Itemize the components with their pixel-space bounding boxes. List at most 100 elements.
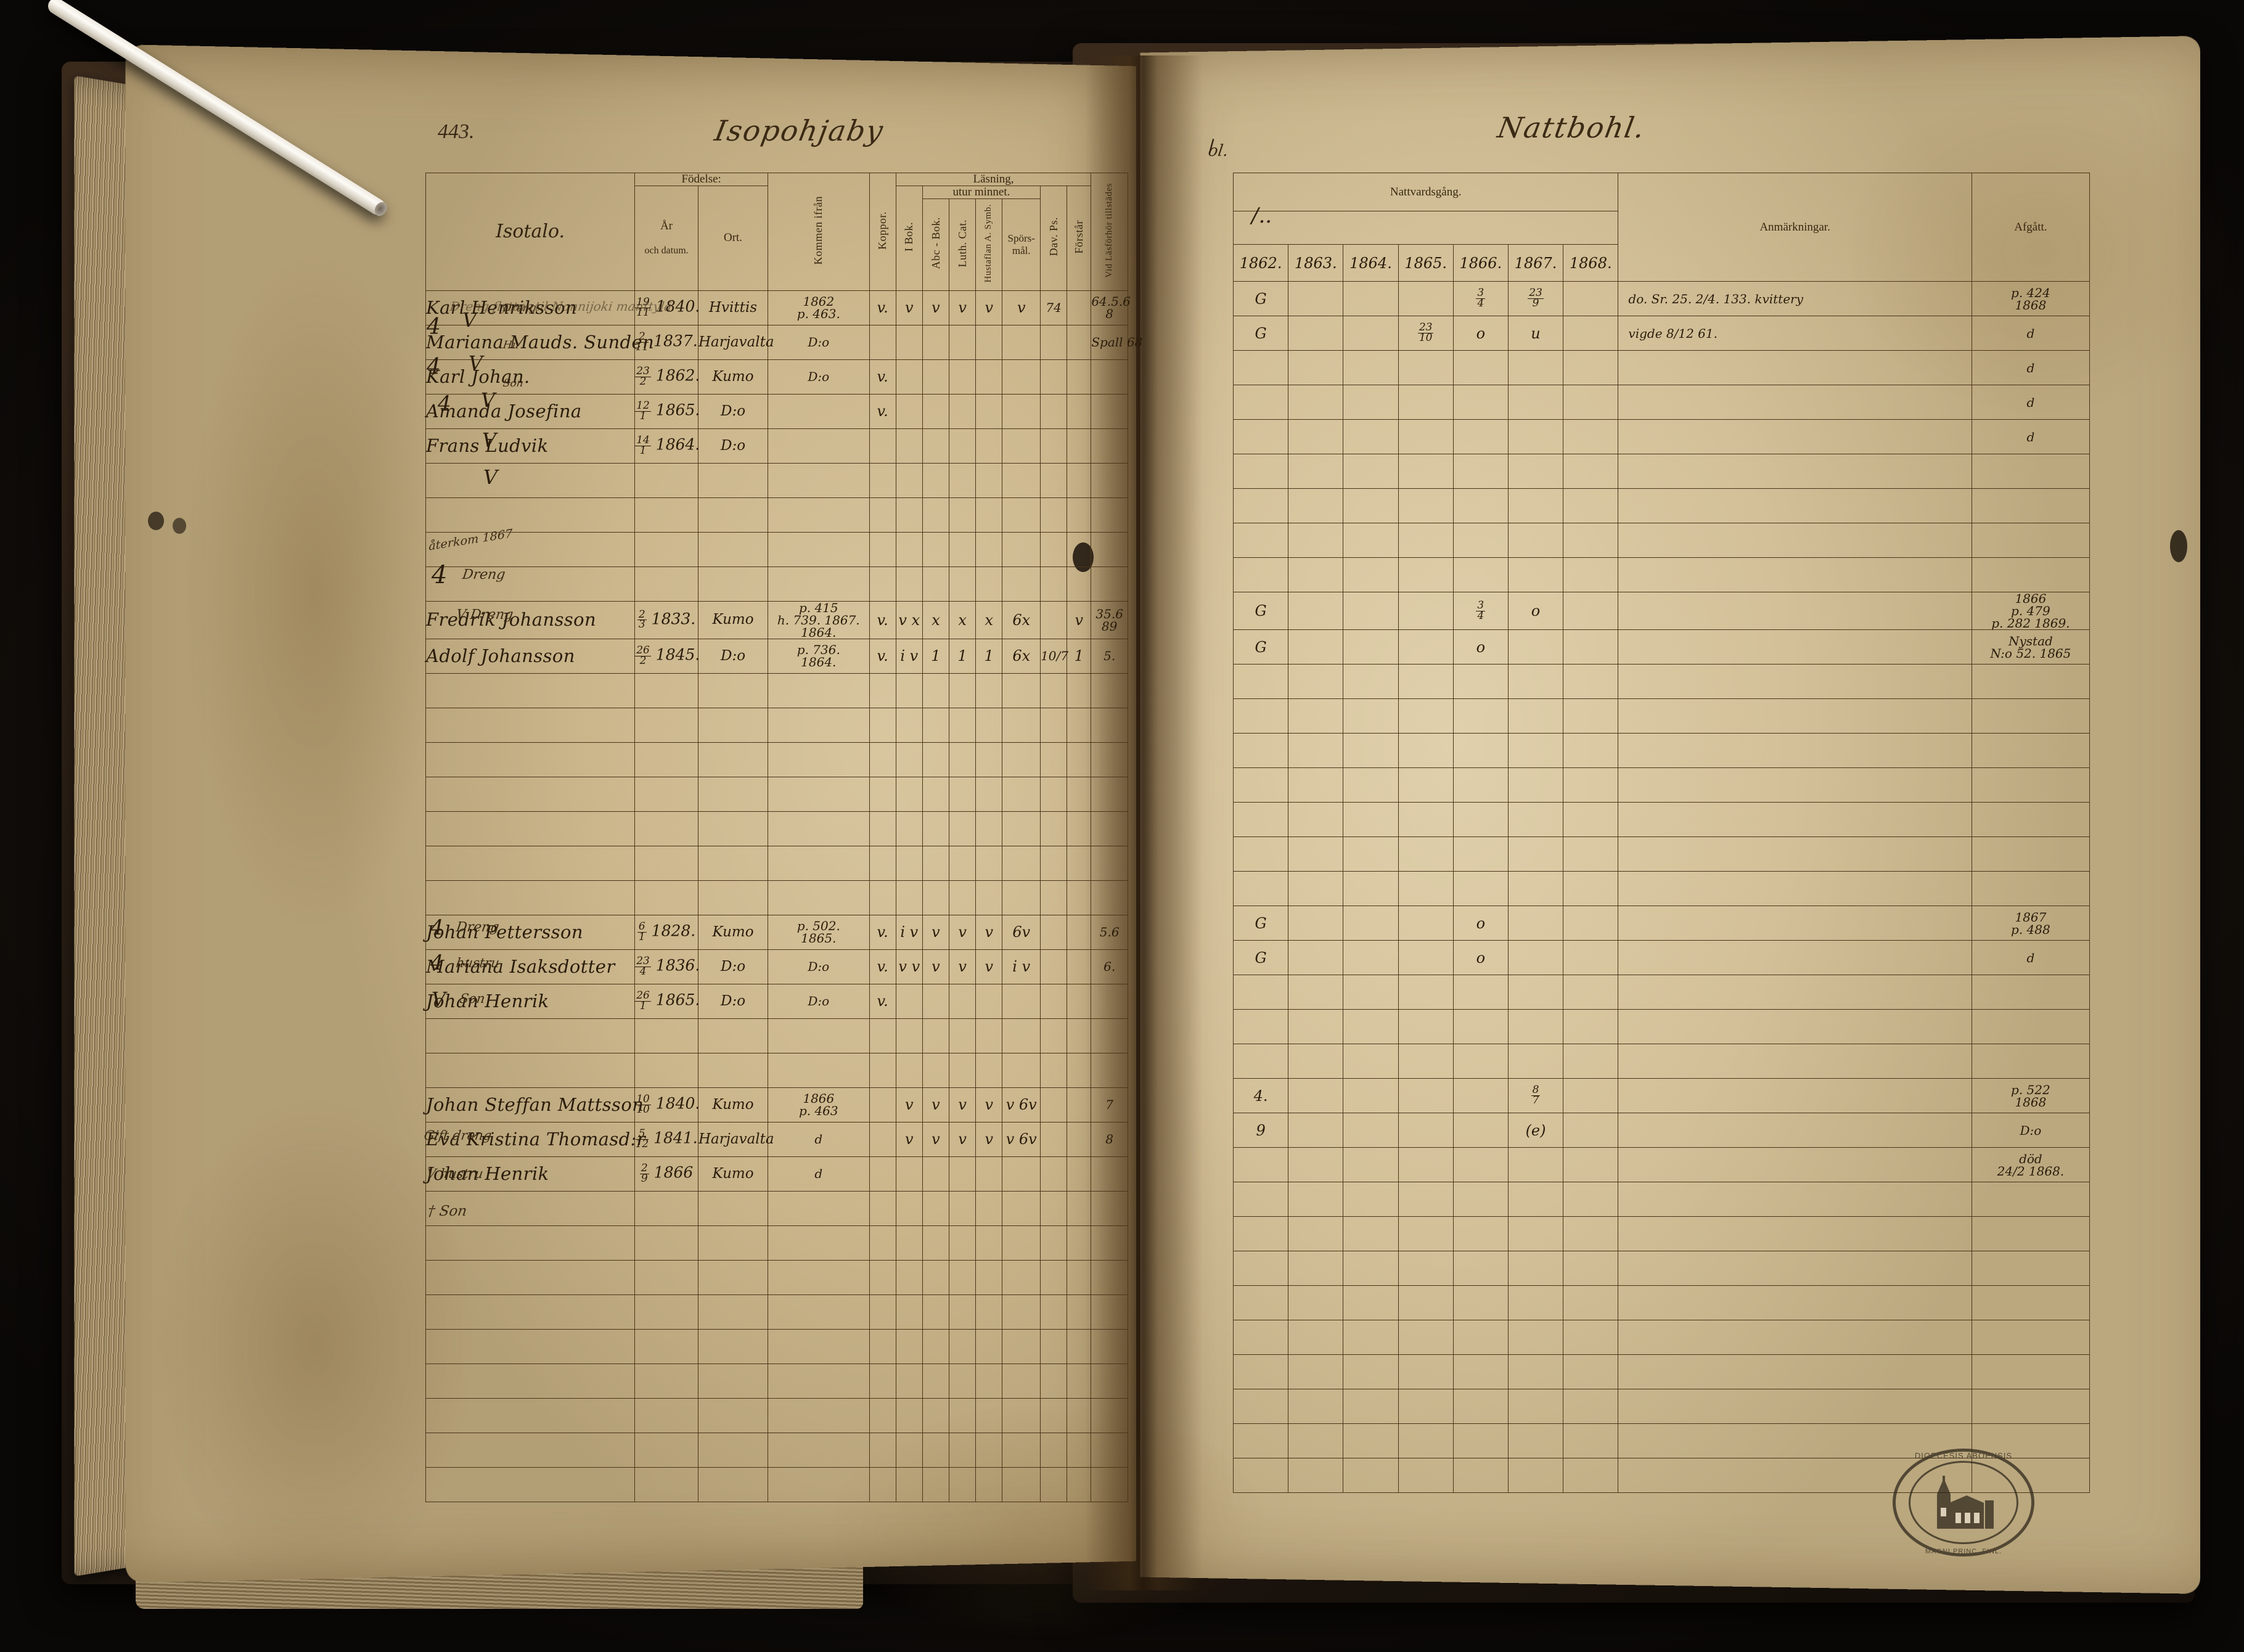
- communion-cell-1862: [1232, 1009, 1289, 1044]
- communion-year-row: 1862. 1863. 1864. 1865. 1866. 1867. 1868.: [1232, 244, 2090, 282]
- communion-cell-1866: [1452, 454, 1509, 489]
- margin-mark: V: [432, 988, 446, 1011]
- communion-cell-1867: [1507, 523, 1564, 558]
- communion-cell-1867: (e): [1507, 1113, 1564, 1148]
- communion-cell-1865: [1398, 454, 1454, 489]
- communion-cell-1867: [1507, 557, 1564, 592]
- table-row-empty: [425, 880, 1128, 915]
- remarks-cell: [1618, 629, 1972, 664]
- communion-cell-1867: [1507, 1009, 1564, 1044]
- communion-cell-1863: [1288, 1423, 1344, 1458]
- communion-cell-1862: [1232, 1251, 1289, 1286]
- communion-cell-1862: [1232, 557, 1289, 592]
- communion-cell-1862: G: [1232, 906, 1289, 941]
- communion-cell-1865: [1398, 906, 1454, 941]
- ink-blot: [148, 512, 164, 530]
- table-row-empty: [425, 1259, 1128, 1295]
- communion-cell-1866: o: [1452, 629, 1509, 664]
- communion-cell-1866: [1452, 1182, 1509, 1217]
- communion-cell-1867: [1507, 350, 1564, 385]
- communion-cell-1866: [1452, 975, 1509, 1010]
- communion-cell-1864: [1343, 454, 1399, 489]
- remarks-cell: [1618, 1216, 1972, 1251]
- col-head-from-memory: utur minnet.: [922, 185, 1041, 199]
- remarks-cell: [1618, 940, 1972, 975]
- communion-cell-1867: [1507, 1389, 1564, 1424]
- communion-cell-1864: [1343, 557, 1399, 592]
- col-head-name: Isotalo.: [425, 173, 636, 291]
- communion-cell-1862: [1232, 975, 1289, 1010]
- remarks-cell: [1618, 1113, 1972, 1148]
- communion-cell-1867: [1507, 1458, 1564, 1493]
- communion-cell-1868: [1563, 1354, 1619, 1389]
- communion-cell-1863: [1288, 940, 1344, 975]
- household-3-role-2: hustru: [455, 955, 501, 970]
- communion-cell-1862: [1232, 1147, 1289, 1182]
- communion-cell-1864: [1343, 733, 1399, 768]
- household-2-role-2: V Dreng: [455, 607, 515, 623]
- table-row-empty: [1232, 1251, 2090, 1286]
- table-row: Eva Kristina Thomasd:r 5 12 1841. Harjavalt…: [425, 1121, 1128, 1157]
- communion-cell-1867: [1507, 488, 1564, 523]
- communion-year-1866: 1866.: [1452, 244, 1509, 282]
- communion-cell-1863: [1288, 1147, 1344, 1182]
- communion-cell-1866: [1452, 836, 1509, 872]
- communion-cell-1866: [1452, 1251, 1509, 1286]
- table-row-empty: [425, 707, 1128, 743]
- communion-cell-1867: u: [1507, 316, 1564, 351]
- table-row: d: [1232, 419, 2090, 454]
- communion-cell-1865: [1398, 385, 1454, 420]
- communion-cell-1866: [1452, 1458, 1509, 1493]
- communion-year-1865: 1865.: [1398, 244, 1454, 282]
- communion-cell-1867: [1507, 906, 1564, 941]
- communion-cell-1866: [1452, 350, 1509, 385]
- communion-cell-1865: [1398, 975, 1454, 1010]
- role-label: Son: [502, 377, 525, 390]
- communion-cell-1864: [1343, 316, 1399, 351]
- communion-cell-1868: [1563, 698, 1619, 734]
- remarks-cell: [1618, 1251, 1972, 1286]
- communion-cell-1863: [1288, 523, 1344, 558]
- role-label: Dreng: [502, 302, 538, 314]
- communion-cell-1867: [1507, 1320, 1564, 1355]
- communion-year-1862: 1862.: [1232, 244, 1289, 282]
- communion-cell-1865: [1398, 592, 1454, 630]
- remarks-cell: [1618, 1009, 1972, 1044]
- communion-cell-1868: [1563, 1458, 1619, 1493]
- margin-mark: 4: [427, 314, 441, 340]
- table-row-empty: [1232, 1216, 2090, 1251]
- table-row-empty: [1232, 802, 2090, 837]
- table-row: Karl Johan. 23 2 1862. Kumo D:o v.: [425, 359, 1128, 395]
- communion-cell-1864: [1343, 802, 1399, 837]
- table-row-empty: [425, 531, 1128, 567]
- table-row-empty: [1232, 488, 2090, 523]
- communion-cell-1867: [1507, 1423, 1564, 1458]
- communion-year-1863: 1863.: [1288, 244, 1344, 282]
- table-row-empty: [425, 1294, 1128, 1330]
- communion-cell-1865: [1398, 1458, 1454, 1493]
- remarks-cell: [1618, 1147, 1972, 1182]
- communion-cell-1867: [1507, 1182, 1564, 1217]
- communion-cell-1864: [1343, 1458, 1399, 1493]
- table-row-empty: [425, 1052, 1128, 1088]
- communion-cell-1865: [1398, 1423, 1454, 1458]
- communion-cell-1862: 4.: [1232, 1078, 1289, 1113]
- communion-cell-1865: [1398, 1078, 1454, 1113]
- communion-cell-1864: [1343, 1251, 1399, 1286]
- communion-cell-1863: [1288, 557, 1344, 592]
- communion-cell-1863: [1288, 767, 1344, 803]
- communion-cell-1868: [1563, 1389, 1619, 1424]
- table-row: G 23 10 o u vigde 8/12 61. d: [1232, 316, 2090, 351]
- communion-cell-1867: o: [1507, 592, 1564, 630]
- open-register-book: 443. Isopohjaby ol. Isotalo. Födelse: Ko…: [45, 0, 2232, 1646]
- remarks-cell: [1618, 871, 1972, 906]
- communion-sub-blank: [1232, 211, 1619, 245]
- communion-cell-1868: [1563, 281, 1619, 316]
- communion-cell-1862: [1232, 1285, 1289, 1320]
- communion-cell-1866: [1452, 664, 1509, 699]
- communion-cell-1866: [1452, 419, 1509, 454]
- communion-cell-1862: [1232, 733, 1289, 768]
- communion-cell-1862: [1232, 419, 1289, 454]
- table-row-empty: [1232, 698, 2090, 734]
